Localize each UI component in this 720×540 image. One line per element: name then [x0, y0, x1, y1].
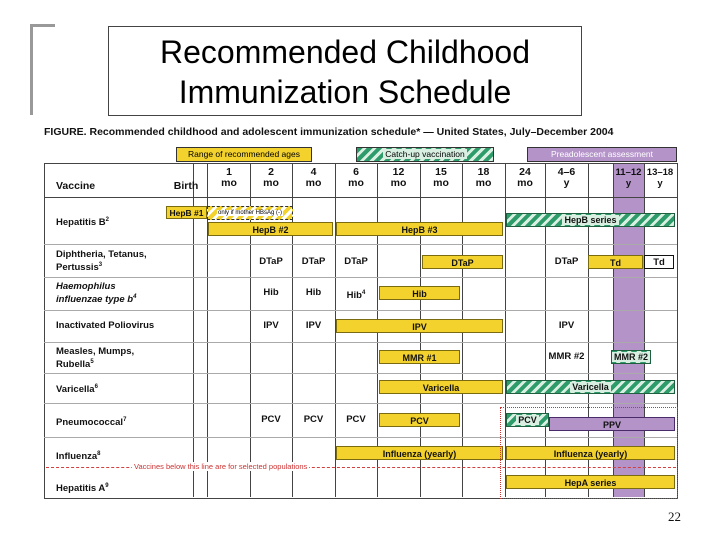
row-label-influenza: Influenza8 [56, 451, 101, 463]
column-header-13-18y: 13–18 y [646, 167, 674, 189]
page-number: 22 [668, 509, 681, 524]
slide-title-line1: Recommended Childhood [160, 34, 530, 70]
influenza-bar: Influenza (yearly) [336, 446, 503, 460]
row-label-hepatitis-b: Hepatitis B2 [56, 217, 109, 229]
row-divider [44, 373, 677, 374]
hepb-dose2-bar: HepB #2 [208, 222, 333, 236]
ipv-bar: IPV [336, 319, 503, 333]
mmr-catchup-bar: MMR #2 [611, 350, 651, 364]
row-divider [44, 310, 677, 311]
mmr-4-6y: MMR #2 [548, 351, 585, 362]
column-divider [193, 163, 194, 497]
column-header-vaccine: Vaccine [56, 180, 96, 192]
column-header-2mo: 2 mo [263, 166, 279, 189]
slide-title: Recommended Childhood Immunization Sched… [108, 26, 582, 116]
dtap-bar: DTaP [422, 255, 503, 269]
column-header-6mo: 6 mo [348, 166, 364, 189]
row-label-varicella: Varicella6 [56, 384, 98, 396]
row-label-mmr: Measles, Mumps, Rubella5 [56, 346, 135, 371]
ipv-4mo: IPV [305, 320, 322, 331]
td-bar: Td [588, 255, 643, 269]
column-header-4-6y: 4–6 y [557, 166, 576, 189]
dtap-4mo: DTaP [301, 256, 326, 267]
td-catchup: Td [644, 255, 674, 269]
column-divider [505, 163, 506, 497]
legend-range: Range of recommended ages [176, 147, 312, 162]
ppv-bar: PPV [549, 417, 675, 431]
hepa-series-bar: HepA series [506, 475, 675, 489]
row-divider [44, 342, 677, 343]
hepb-dose3-bar: HepB #3 [336, 222, 503, 236]
selected-populations-divider [46, 467, 676, 468]
pcv-bar: PCV [379, 413, 460, 427]
hib-2mo: Hib [263, 287, 279, 298]
slide-corner-decoration [30, 24, 55, 115]
column-divider [207, 163, 208, 497]
ipv-2mo: IPV [263, 320, 279, 331]
column-header-11-12y: 11–12 y [615, 167, 642, 189]
hepb-dose1-bar: HepB #1 [166, 206, 207, 219]
column-header-1mo: 1 mo [221, 166, 237, 189]
legend-preadolescent: Preadolescent assessment [527, 147, 677, 162]
dtap-6mo: DTaP [344, 256, 368, 267]
row-label-ipv: Inactivated Poliovirus [56, 320, 155, 331]
varicella-bar: Varicella [379, 380, 503, 394]
row-label-hib: Haemophilus influenzae type b4 [56, 281, 137, 306]
column-header-24mo: 24 mo [517, 166, 533, 189]
row-divider [44, 403, 677, 404]
row-label-hepatitis-a: Hepatitis A9 [56, 483, 109, 495]
column-divider [644, 163, 645, 497]
column-divider [588, 163, 589, 497]
pcv-catchup-bar: PCV [506, 413, 549, 427]
legend-catchup-label: Catch-up vaccination [383, 149, 467, 159]
row-divider [44, 277, 677, 278]
hib-4mo: Hib [305, 287, 322, 298]
influenza-bar-older: Influenza (yearly) [506, 446, 675, 460]
varicella-catchup-bar: Varicella [506, 380, 675, 394]
column-divider [292, 163, 293, 497]
column-divider [613, 163, 614, 497]
column-header-12mo: 12 mo [390, 166, 407, 189]
row-label-dtap: Diphtheria, Tetanus, Pertussis3 [56, 249, 147, 274]
legend-catchup: Catch-up vaccination [356, 147, 494, 162]
selected-populations-box [500, 407, 678, 499]
schedule-table [44, 163, 678, 499]
column-divider [250, 163, 251, 497]
column-header-15mo: 15 mo [433, 166, 449, 189]
hepb-dose1-note: only if mother HBsAg (-) [207, 206, 293, 220]
hib-6mo: Hib4 [346, 290, 366, 302]
figure-caption: FIGURE. Recommended childhood and adoles… [44, 126, 614, 138]
dtap-2mo: DTaP [259, 256, 283, 267]
row-divider [44, 437, 677, 438]
column-divider [335, 163, 336, 497]
selected-populations-note: Vaccines below this line are for selecte… [132, 462, 310, 471]
column-header-18mo: 18 mo [475, 166, 492, 189]
ipv-4-6y: IPV [558, 320, 575, 331]
pcv-4mo: PCV [303, 414, 324, 425]
slide-title-line2: Immunization Schedule [178, 74, 512, 110]
header-divider [44, 197, 677, 198]
row-divider [44, 244, 677, 245]
column-header-4mo: 4 mo [305, 166, 322, 189]
column-divider [545, 163, 546, 497]
hepb-catchup-bar: HepB series [506, 213, 675, 227]
row-label-pneumococcal: Pneumococcal7 [56, 417, 127, 429]
pcv-2mo: PCV [261, 414, 281, 425]
pcv-6mo: PCV [346, 414, 366, 425]
mmr-dose1-bar: MMR #1 [379, 350, 460, 364]
dtap-4-6y: DTaP [554, 256, 579, 267]
column-header-birth: Birth [173, 180, 199, 192]
hib-bar: Hib [379, 286, 460, 300]
